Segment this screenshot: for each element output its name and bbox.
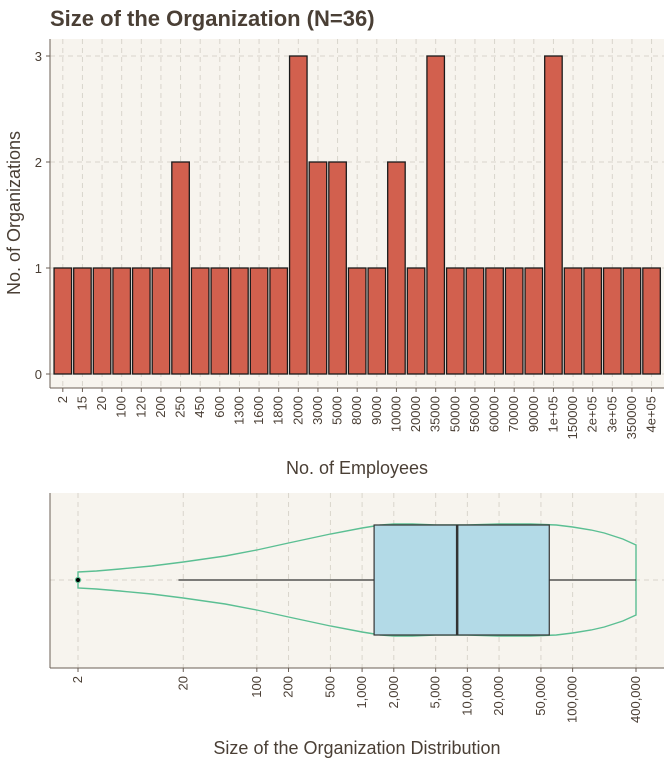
violin-outline xyxy=(77,523,637,637)
distribution-x-tick-label: 1,000 xyxy=(354,676,369,709)
histogram-x-tick-label: 15 xyxy=(74,396,89,410)
histogram-bar xyxy=(524,267,544,375)
histogram-bar xyxy=(230,267,249,375)
histogram-bar xyxy=(445,267,465,375)
histogram-bar xyxy=(210,267,230,375)
distribution-x-tick-label: 100 xyxy=(249,676,264,698)
histogram-bar xyxy=(249,267,269,375)
histogram-bar xyxy=(406,267,426,375)
histogram-x-tick-label: 120 xyxy=(133,396,148,418)
histogram-bar xyxy=(544,55,563,375)
histogram-x-tick-label: 20000 xyxy=(408,396,423,432)
iqr-box xyxy=(373,524,550,636)
distribution-x-tick-label: 20 xyxy=(175,676,190,690)
distribution-x-tick-label: 50,000 xyxy=(533,676,548,716)
histogram-x-tick-label: 60000 xyxy=(487,396,502,432)
histogram-bars xyxy=(53,55,661,375)
distribution-violin xyxy=(77,523,637,637)
histogram-x-tick-label: 600 xyxy=(212,396,227,418)
distribution-x-tick-label: 500 xyxy=(322,676,337,698)
histogram-bar xyxy=(426,55,446,375)
histogram-bar xyxy=(112,267,132,375)
histogram-x-tick-label: 450 xyxy=(192,396,207,418)
outlier-point xyxy=(74,576,82,584)
histogram-y-axis-title: No. of Organizations xyxy=(4,131,24,295)
histogram-x-ticks: 2 15 20 100 120 200 250 450 600 1300 1600 1800 2000 3… xyxy=(55,388,659,439)
distribution-x-tick-label: 20,000 xyxy=(491,676,506,716)
histogram-bar xyxy=(92,267,112,375)
histogram-x-tick-label: 90000 xyxy=(526,396,541,432)
distribution-x-tick-label: 5,000 xyxy=(428,676,443,709)
histogram-x-tick-label: 5000 xyxy=(330,396,345,425)
histogram-bar xyxy=(583,267,603,375)
distribution-x-tick-label: 2 xyxy=(70,676,85,683)
histogram-bar xyxy=(347,267,367,375)
histogram-x-tick-label: 1800 xyxy=(271,396,286,425)
histogram-x-tick-label: 250 xyxy=(173,396,188,418)
distribution-x-tick-label: 400,000 xyxy=(628,676,643,723)
histogram-x-tick-label: 4e+05 xyxy=(644,396,659,433)
distribution-boxplot xyxy=(74,524,636,636)
histogram-y-tick-label: 0 xyxy=(35,367,42,382)
histogram-bar xyxy=(190,267,210,375)
histogram-y-tick-label: 2 xyxy=(35,155,42,170)
histogram-bar xyxy=(485,267,504,375)
histogram-bar xyxy=(53,267,73,375)
histogram-x-tick-label: 50000 xyxy=(447,396,462,432)
histogram-x-tick-label: 20 xyxy=(94,396,109,410)
histogram-x-tick-label: 3e+05 xyxy=(604,396,619,433)
histogram-bar xyxy=(151,267,171,375)
histogram-x-tick-label: 200 xyxy=(153,396,168,418)
histogram-bar xyxy=(308,161,328,375)
chart-title: Size of the Organization (N=36) xyxy=(50,6,375,31)
distribution-x-tick-label: 2,000 xyxy=(386,676,401,709)
histogram-x-tick-label: 1e+05 xyxy=(545,396,560,433)
histogram-bar xyxy=(622,267,642,375)
histogram-bar xyxy=(73,267,92,375)
histogram-x-tick-label: 10000 xyxy=(388,396,403,432)
distribution-x-axis-title: Size of the Organization Distribution xyxy=(213,738,500,758)
histogram-y-tick-label: 1 xyxy=(35,261,42,276)
histogram-y-tick-label: 3 xyxy=(35,49,42,64)
distribution-x-ticks: 2 20 100 200 500 1,000 2,000 5,000 10,000 20,000 5… xyxy=(70,668,643,723)
histogram-bar xyxy=(563,267,583,375)
histogram-x-tick-label: 150000 xyxy=(565,396,580,439)
histogram-x-tick-label: 35000 xyxy=(428,396,443,432)
histogram-x-tick-label: 9000 xyxy=(369,396,384,425)
histogram-bar xyxy=(328,161,347,375)
histogram-bar xyxy=(465,267,485,375)
histogram-x-tick-label: 8000 xyxy=(349,396,364,425)
histogram-bar xyxy=(131,267,151,375)
histogram-bar xyxy=(602,267,622,375)
histogram-bar xyxy=(171,161,190,375)
histogram-bar xyxy=(367,267,387,375)
histogram-x-tick-label: 100 xyxy=(114,396,129,418)
histogram-x-tick-label: 2 xyxy=(55,396,70,403)
histogram-y-ticks: 0 1 2 3 xyxy=(35,49,50,382)
histogram-bar xyxy=(504,267,524,375)
histogram-x-tick-label: 3000 xyxy=(310,396,325,425)
distribution-x-tick-label: 100,000 xyxy=(565,676,580,723)
histogram-x-tick-label: 1300 xyxy=(231,396,246,425)
distribution-x-tick-label: 200 xyxy=(281,676,296,698)
histogram-x-tick-label: 2000 xyxy=(290,396,305,425)
histogram-x-tick-label: 1600 xyxy=(251,396,266,425)
histogram-bar xyxy=(288,55,308,375)
histogram-bar xyxy=(269,267,289,375)
histogram-x-axis-title: No. of Employees xyxy=(286,458,428,478)
distribution-x-tick-label: 10,000 xyxy=(459,676,474,716)
histogram-bar xyxy=(642,267,661,375)
histogram-x-tick-label: 350000 xyxy=(624,396,639,439)
histogram-x-tick-label: 56000 xyxy=(467,396,482,432)
histogram-x-tick-label: 2e+05 xyxy=(585,396,600,433)
histogram-x-tick-label: 70000 xyxy=(506,396,521,432)
histogram-bar xyxy=(387,161,406,375)
